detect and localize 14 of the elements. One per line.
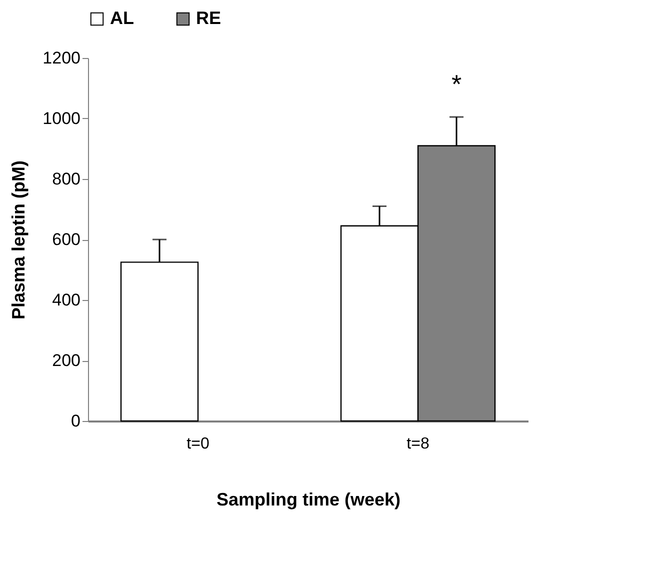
x-axis-title: Sampling time (week) [216, 490, 401, 510]
y-tick-label: 400 [52, 290, 80, 310]
legend-label: RE [196, 8, 222, 28]
y-tick-label: 1000 [42, 109, 80, 128]
annotation: * [451, 68, 462, 99]
y-tick-label: 800 [52, 170, 80, 188]
y-tick-label: 600 [52, 230, 80, 249]
x-tick-label: t=8 [406, 436, 430, 452]
y-tick-label: 0 [71, 412, 80, 430]
y-tick-label: 200 [52, 351, 80, 370]
x-tick-label: t=0 [186, 436, 210, 452]
legend-label: AL [110, 8, 134, 28]
y-tick-label: 1200 [42, 48, 80, 68]
y-axis-title: Plasma leptin (pM) [8, 160, 29, 320]
